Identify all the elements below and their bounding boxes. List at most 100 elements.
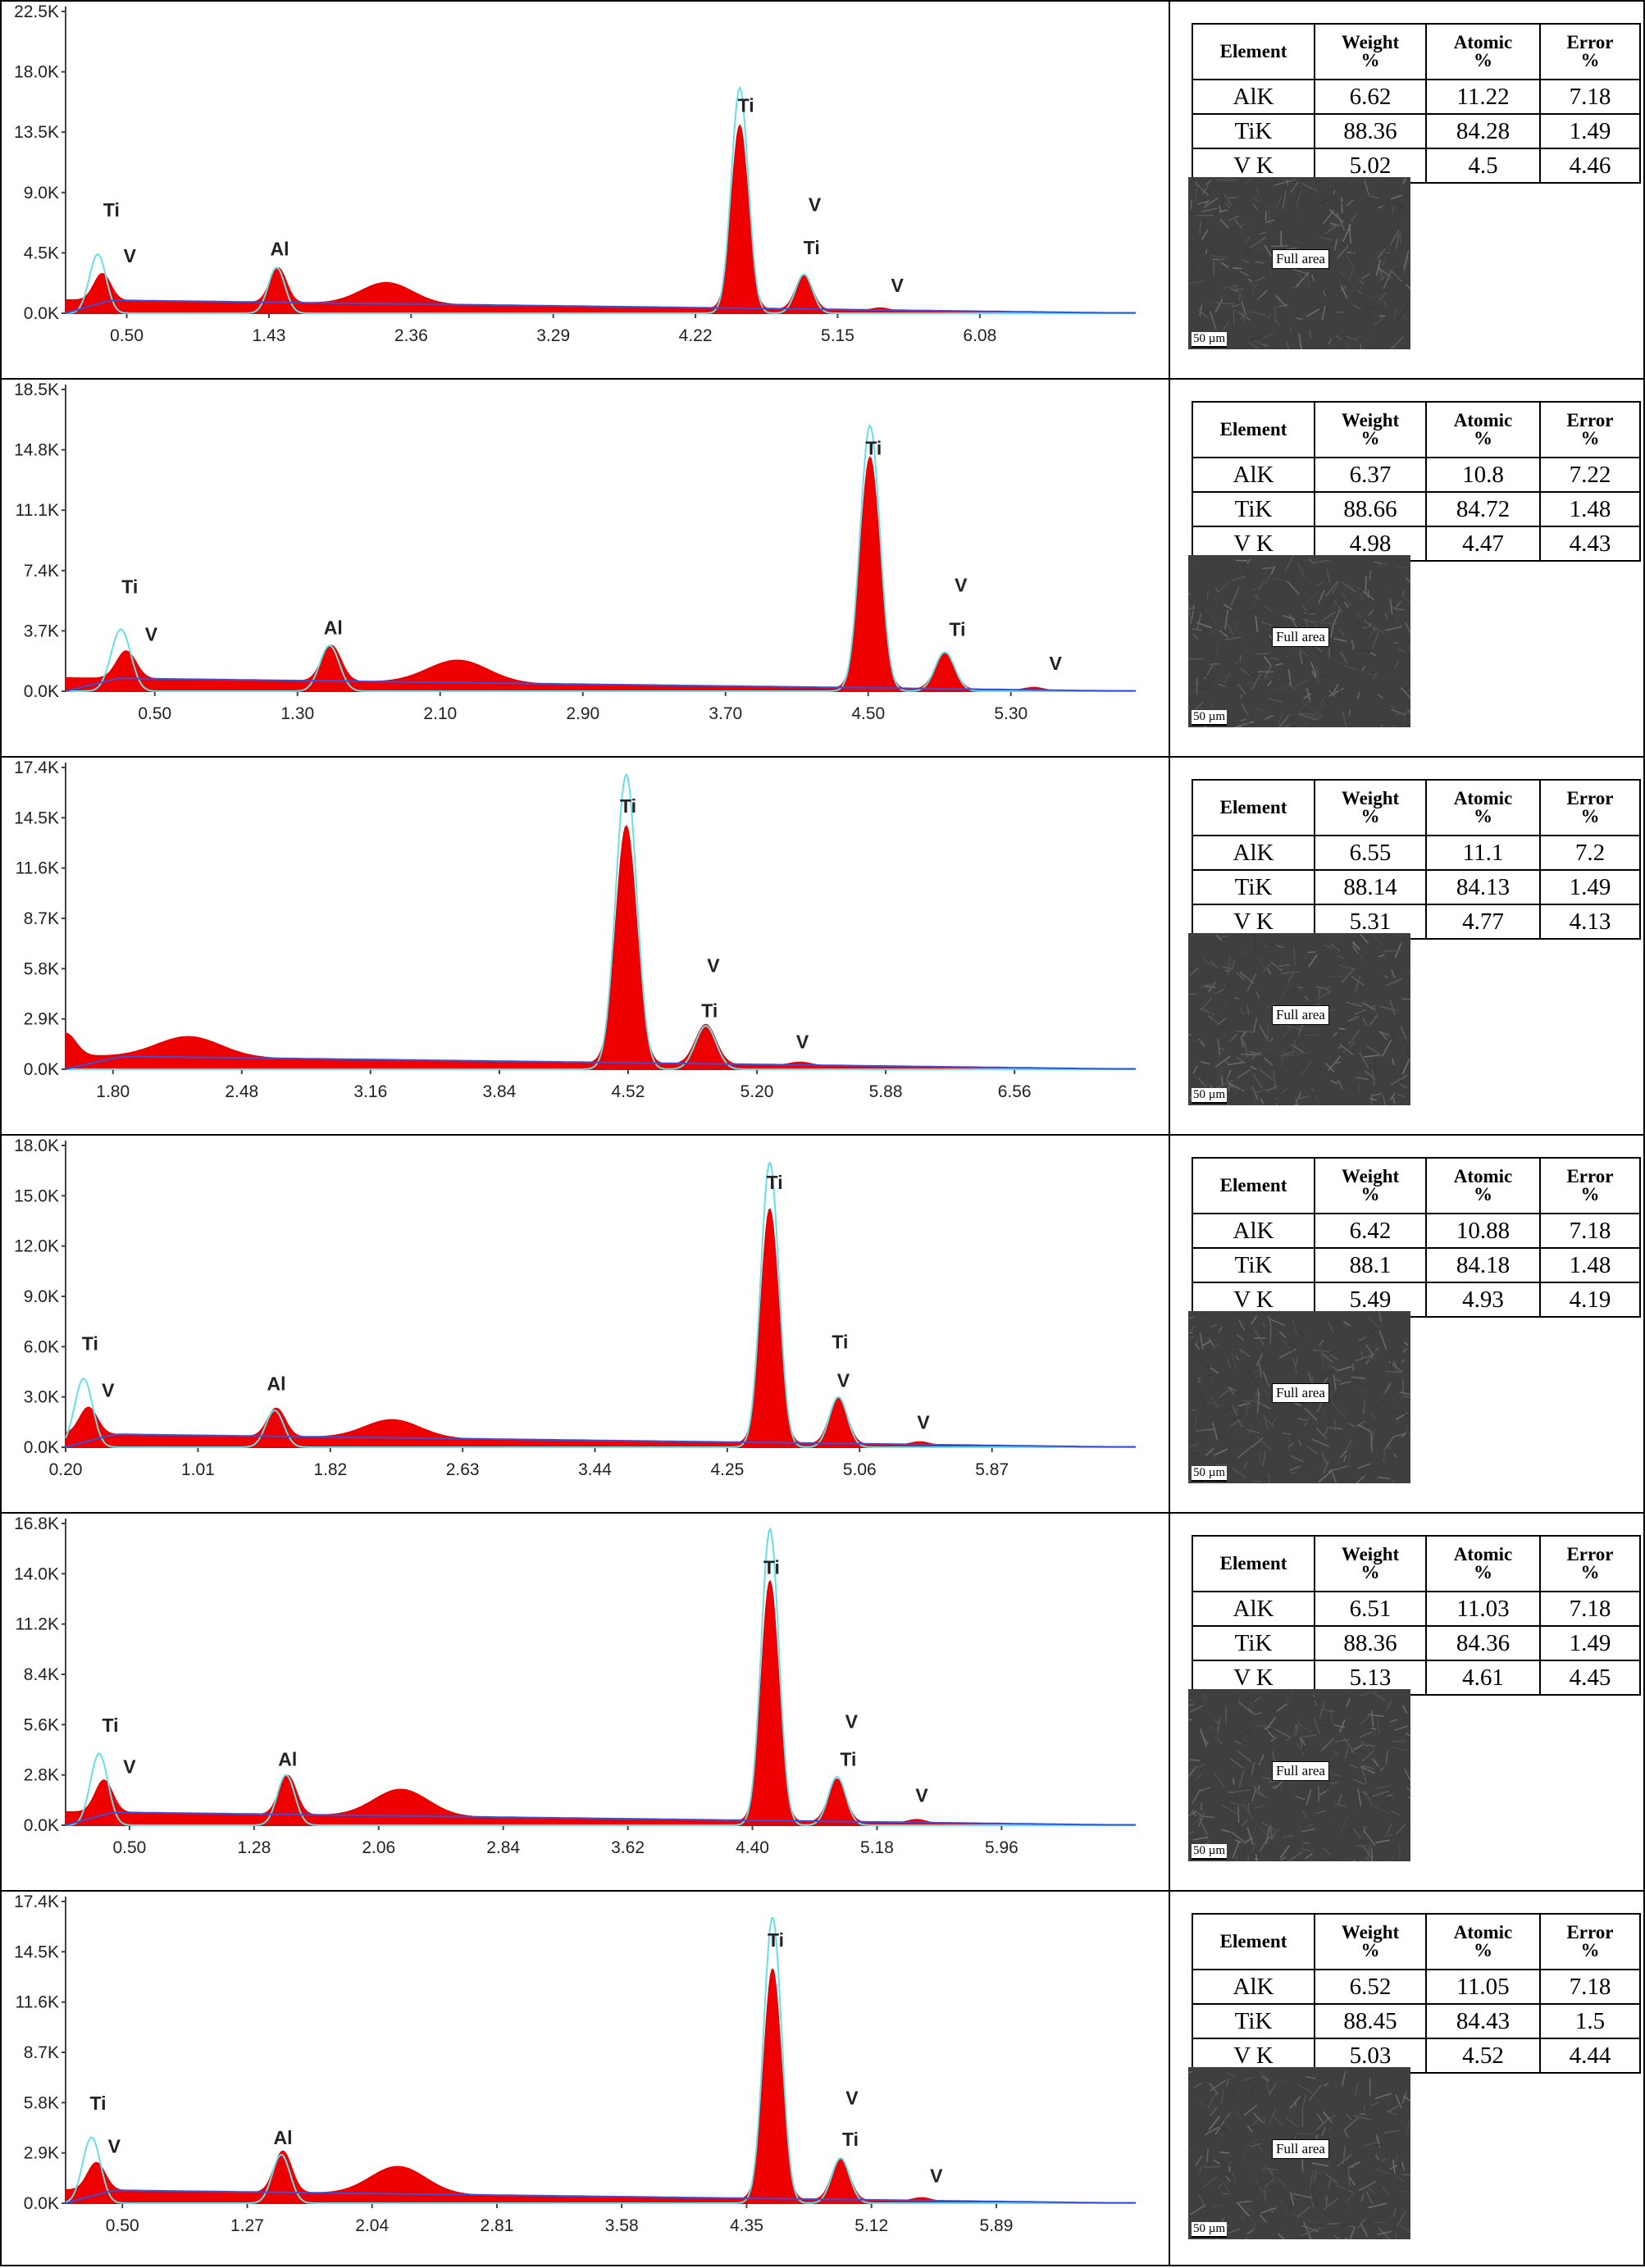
table-cell: 11.05 <box>1426 1970 1540 2004</box>
peak-label-ti: Ti <box>840 1749 856 1770</box>
header-text: % <box>1427 808 1539 826</box>
table-header: Error% <box>1540 1158 1640 1214</box>
peak-label-v: V <box>108 2136 121 2157</box>
header-text: % <box>1427 52 1539 70</box>
peak-label-ti: Ti <box>121 576 138 598</box>
area-label: Full area <box>1272 2139 1329 2159</box>
x-tick-label: 5.89 <box>980 2216 1014 2235</box>
table-header: Error% <box>1540 780 1640 836</box>
y-tick-label: 2.8K <box>24 1766 59 1785</box>
table-header: Weight% <box>1315 1914 1426 1970</box>
table-cell: 4.61 <box>1426 1660 1540 1695</box>
peak-label-al: Al <box>267 1373 286 1394</box>
y-tick-label: 18.0K <box>14 1136 59 1155</box>
header-text: % <box>1315 430 1425 448</box>
x-tick-label: 2.81 <box>481 2216 514 2235</box>
x-tick-label: 4.40 <box>736 1838 769 1857</box>
peak-label-v: V <box>796 1032 809 1053</box>
x-tick-label: 2.84 <box>486 1838 520 1857</box>
header-text: Element <box>1193 1177 1314 1195</box>
x-tick-label: 2.48 <box>225 1082 258 1101</box>
peak-label-v: V <box>145 623 158 644</box>
header-text: Error <box>1541 412 1639 430</box>
x-tick-label: 6.08 <box>963 326 996 345</box>
header-text: Weight <box>1315 1168 1425 1186</box>
peak-label-ti: Ti <box>103 199 120 221</box>
peak-label-v: V <box>917 1412 930 1433</box>
table-header: Atomic% <box>1426 1536 1540 1592</box>
header-text: % <box>1315 1186 1425 1204</box>
measured-spectrum-area <box>66 1969 1136 2203</box>
peak-label-ti: Ti <box>804 237 820 258</box>
peak-label-v: V <box>1049 653 1062 674</box>
measured-spectrum-area <box>66 1581 1136 1825</box>
header-text: % <box>1427 1942 1539 1960</box>
table-cell: 1.5 <box>1540 2004 1640 2038</box>
peak-label-v: V <box>837 1369 850 1391</box>
header-text: % <box>1541 430 1639 448</box>
x-tick-label: 3.44 <box>578 1460 612 1479</box>
y-tick-label: 14.5K <box>14 1942 59 1961</box>
peak-label-v: V <box>707 955 720 977</box>
header-text: % <box>1427 1564 1539 1582</box>
measured-spectrum-area <box>66 1209 1136 1447</box>
header-text: % <box>1541 1564 1639 1582</box>
table-header: Weight% <box>1315 780 1426 836</box>
table-header: Error% <box>1540 402 1640 458</box>
y-tick-label: 13.5K <box>14 123 59 142</box>
peak-label-v: V <box>123 1756 136 1777</box>
x-tick-label: 5.12 <box>854 2216 888 2235</box>
row-divider <box>0 1512 1645 1514</box>
table-cell: 84.13 <box>1426 870 1540 904</box>
x-tick-label: 5.18 <box>860 1838 894 1857</box>
table-cell: 88.14 <box>1315 870 1426 904</box>
header-text: % <box>1541 808 1639 826</box>
x-tick-label: 4.52 <box>612 1082 645 1101</box>
x-tick-label: 5.87 <box>975 1460 1009 1479</box>
area-label: Full area <box>1272 1005 1329 1025</box>
table-cell: 4.46 <box>1540 148 1640 183</box>
table-cell: 4.13 <box>1540 904 1640 939</box>
table-cell: 4.47 <box>1426 526 1540 561</box>
table-cell: 6.52 <box>1315 1970 1426 2004</box>
x-tick-label: 1.43 <box>253 326 286 345</box>
table-cell: AlK <box>1192 836 1315 870</box>
x-tick-label: 4.50 <box>851 704 885 723</box>
area-label: Full area <box>1272 1761 1329 1781</box>
table-cell: 4.43 <box>1540 526 1640 561</box>
header-text: Weight <box>1315 1924 1425 1942</box>
peak-label-v: V <box>930 2166 943 2187</box>
header-text: Weight <box>1315 34 1425 52</box>
row-divider <box>0 378 1645 380</box>
y-tick-label: 14.5K <box>14 808 59 827</box>
scale-bar-label: 50 µm <box>1192 1466 1227 1482</box>
table-cell: 4.45 <box>1540 1660 1640 1695</box>
header-text: Atomic <box>1427 1924 1539 1942</box>
table-cell: 4.19 <box>1540 1282 1640 1317</box>
table-cell: 4.77 <box>1426 904 1540 939</box>
header-text: Weight <box>1315 412 1425 430</box>
y-tick-label: 3.0K <box>24 1388 59 1407</box>
x-tick-label: 5.30 <box>994 704 1028 723</box>
table-cell: TiK <box>1192 2004 1315 2038</box>
table-cell: 4.93 <box>1426 1282 1540 1317</box>
x-tick-label: 5.88 <box>869 1082 903 1101</box>
y-tick-label: 16.8K <box>14 1514 59 1533</box>
peak-label-ti: Ti <box>701 1000 718 1022</box>
y-tick-label: 11.2K <box>16 1615 59 1634</box>
y-tick-label: 3.7K <box>24 622 59 640</box>
scale-bar-label: 50 µm <box>1192 2222 1227 2238</box>
header-text: % <box>1541 52 1639 70</box>
